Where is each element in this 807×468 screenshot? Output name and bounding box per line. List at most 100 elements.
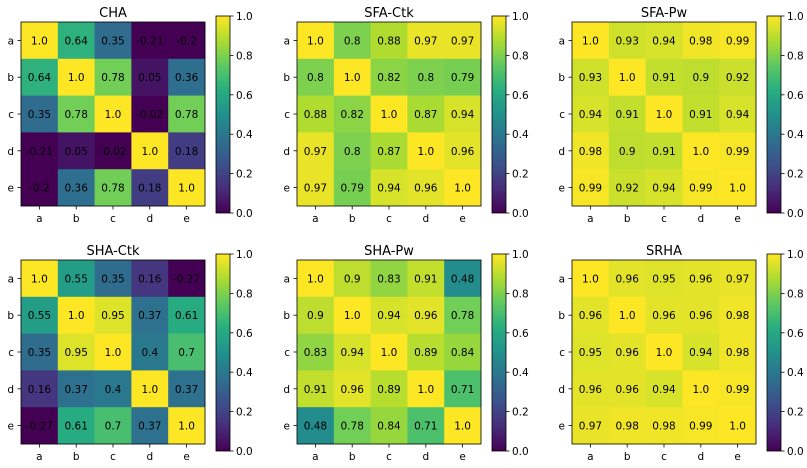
colorbar-tick-label: 0.4 [512, 129, 529, 141]
colorbar [766, 253, 782, 452]
heatmap-cell [21, 260, 59, 298]
cell-value-label: 0.96 [579, 384, 603, 396]
heatmap-cell [168, 58, 206, 96]
x-tick-label: a [36, 451, 42, 463]
colorbar-tick-label: 0.0 [512, 208, 529, 220]
cell-value-label: 0.48 [451, 273, 474, 285]
cell-value-label: 1.0 [692, 146, 709, 158]
heatmap-cell [168, 260, 206, 298]
cell-value-label: 1.0 [454, 421, 471, 433]
heatmap-cell [131, 58, 169, 96]
y-tick-label: a [8, 273, 14, 285]
colorbar [215, 253, 231, 452]
heatmap-cell [645, 260, 683, 298]
y-tick-label: e [559, 183, 565, 195]
cell-value-label: 0.83 [304, 347, 327, 359]
heatmap-cell [131, 407, 169, 445]
x-tick-label: b [349, 451, 356, 463]
heatmap-cell [168, 370, 206, 408]
heatmap-cell [297, 407, 335, 445]
cell-value-label: 1.0 [417, 384, 434, 396]
cell-value-label: 0.84 [377, 421, 401, 433]
x-tick-label: c [110, 451, 116, 463]
cell-value-label: 1.0 [381, 109, 398, 121]
cell-value-label: 0.8 [417, 72, 434, 84]
colorbar-tick-label: 1.0 [512, 11, 529, 23]
heatmap-cell [407, 22, 445, 60]
heatmap-cell [168, 407, 206, 445]
heatmap-panel-sha-ctk: SHA-Ctk 1.0 0.55 0.35 0.16 -0.27 0.55 1.0 0.95 0.… [7, 244, 253, 463]
y-tick-label: b [283, 310, 290, 322]
cell-value-label: 0.94 [451, 109, 475, 121]
heatmap-panel-srha: SRHA 1.0 0.96 0.95 0.96 0.97 0.96 1.0 0.96 0.96 0.… [558, 244, 804, 463]
cell-value-label: -0.27 [26, 421, 53, 433]
cell-value-label: 0.16 [138, 273, 162, 285]
heatmap-cell [297, 58, 335, 96]
cell-value-label: 0.79 [451, 72, 474, 84]
cell-value-label: 1.0 [68, 310, 85, 322]
heatmap-cell [297, 132, 335, 170]
cell-value-label: 0.94 [726, 109, 750, 121]
y-tick-label: e [559, 421, 565, 433]
cell-value-label: 0.97 [726, 273, 749, 285]
cell-value-label: 0.55 [28, 310, 51, 322]
heatmap-cell [297, 22, 335, 60]
heatmap-cell [131, 370, 169, 408]
cell-value-label: 0.82 [377, 72, 400, 84]
y-tick-label: d [558, 146, 565, 158]
y-tick-label: e [284, 183, 290, 195]
heatmap-cell [168, 169, 206, 207]
heatmap-cell [94, 333, 132, 371]
y-tick-label: a [559, 35, 565, 47]
cell-value-label: 0.35 [101, 273, 124, 285]
y-tick-label: c [559, 347, 565, 359]
y-tick-label: e [8, 421, 14, 433]
cell-value-label: 0.96 [689, 273, 713, 285]
heatmap-cell [572, 260, 610, 298]
heatmap-cell [21, 333, 59, 371]
colorbar-tick-label: 0.2 [512, 407, 529, 419]
cell-value-label: 0.48 [304, 421, 327, 433]
heatmap-cell [608, 95, 646, 133]
heatmap-cell [572, 296, 610, 334]
heatmap-cell [719, 95, 757, 133]
heatmap-cell [682, 370, 720, 408]
heatmap-cell [682, 260, 720, 298]
heatmap-cell [57, 370, 95, 408]
x-tick-label: c [110, 213, 116, 225]
y-tick-label: b [7, 310, 14, 322]
colorbar [766, 15, 782, 214]
heatmap-cell [719, 22, 757, 60]
heatmap-cell [333, 58, 371, 96]
cell-value-label: 0.96 [579, 310, 603, 322]
cell-value-label: 0.98 [726, 310, 749, 322]
cell-value-label: 0.98 [652, 421, 675, 433]
colorbar-tick-label: 0.8 [787, 288, 804, 300]
colorbar-tick-label: 1.0 [512, 249, 529, 261]
cell-value-label: 0.94 [341, 347, 365, 359]
cell-value-label: -0.21 [26, 146, 53, 158]
cell-value-label: 0.96 [341, 384, 365, 396]
x-tick-label: d [146, 213, 153, 225]
cell-value-label: 1.0 [582, 273, 599, 285]
x-tick-label: b [624, 451, 631, 463]
heatmap-cell [297, 169, 335, 207]
colorbar-tick-label: 0.6 [787, 328, 804, 340]
heatmap-cell [608, 169, 646, 207]
colorbar-tick-label: 0.8 [787, 50, 804, 62]
x-tick-label: e [183, 451, 189, 463]
cell-value-label: 0.99 [726, 35, 749, 47]
cell-value-label: 1.0 [307, 35, 324, 47]
cell-value-label: 0.37 [175, 384, 198, 396]
cell-value-label: 1.0 [178, 183, 195, 195]
x-tick-label: a [312, 451, 318, 463]
heatmap-cell [572, 333, 610, 371]
colorbar-tick-label: 0.6 [787, 90, 804, 102]
heatmap-cell [370, 22, 408, 60]
heatmap-cell [444, 333, 482, 371]
cell-value-label: 0.91 [414, 273, 437, 285]
cell-value-label: 0.96 [616, 273, 640, 285]
heatmap-cell [645, 95, 683, 133]
heatmap-cell [719, 132, 757, 170]
